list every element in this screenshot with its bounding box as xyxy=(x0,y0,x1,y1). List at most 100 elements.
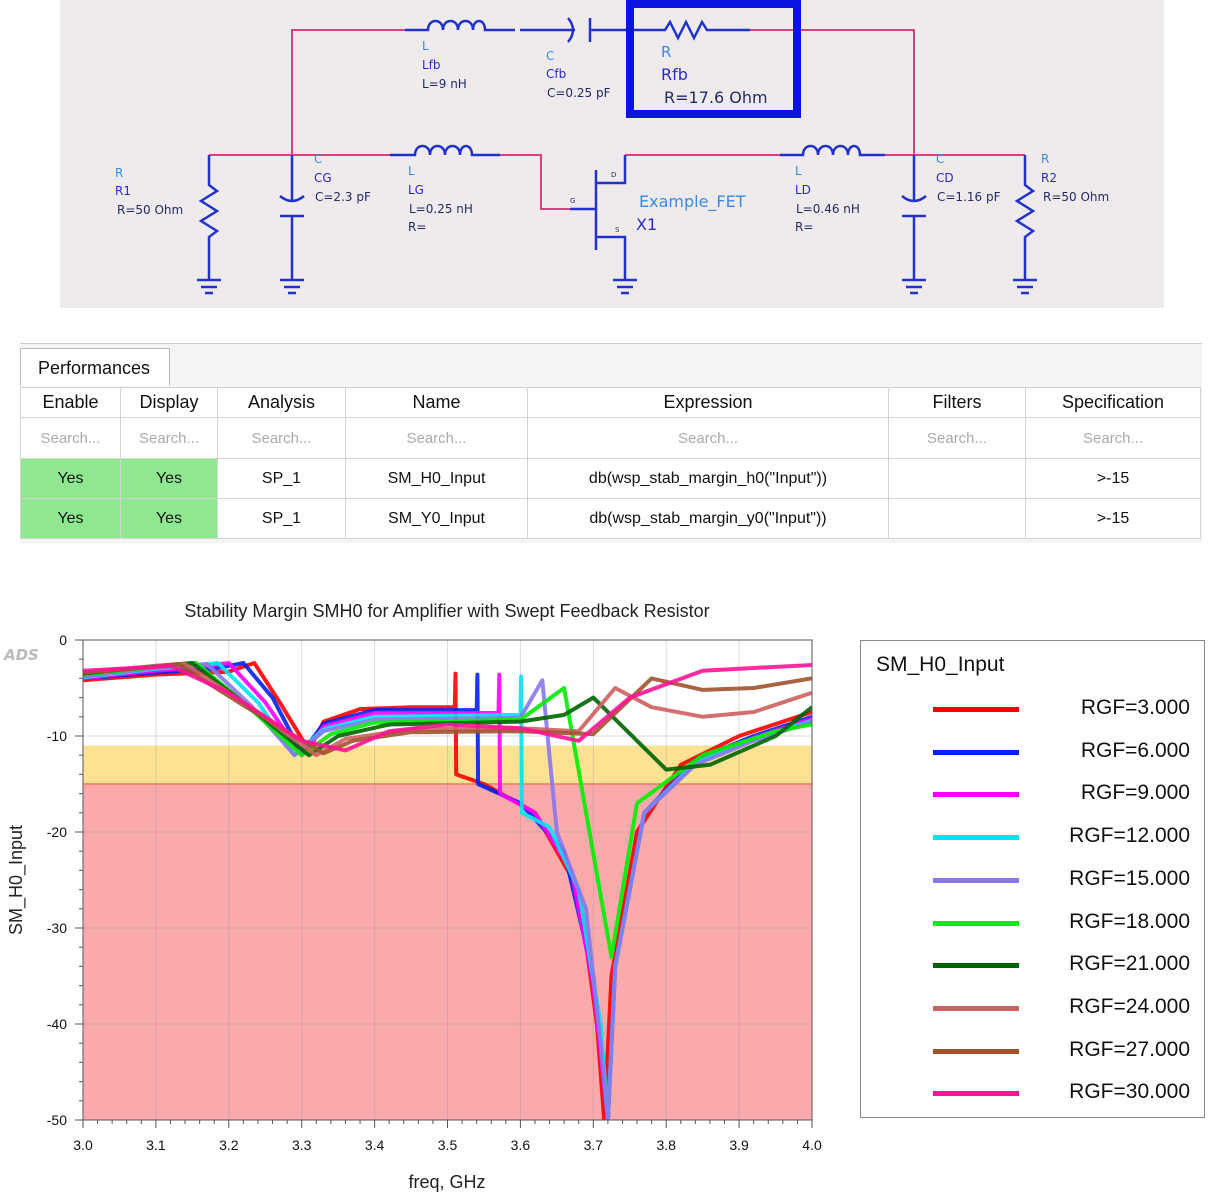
col-display[interactable]: Display xyxy=(120,387,218,418)
x-tick-label: 3.1 xyxy=(146,1137,166,1153)
series-line-rgf-15-000 xyxy=(83,662,812,1120)
legend-swatch xyxy=(933,1005,1019,1011)
legend-swatch xyxy=(933,707,1019,712)
table-row[interactable]: Yes Yes SP_1 SM_H0_Input db(wsp_stab_mar… xyxy=(20,458,1201,499)
legend-item: RGF=24.000 xyxy=(861,993,1206,1023)
fet-pin-s: S xyxy=(615,226,620,234)
cd-name: CD xyxy=(936,171,954,185)
fet-pin-g: G xyxy=(570,197,575,205)
col-analysis[interactable]: Analysis xyxy=(217,387,346,418)
tab-performances[interactable]: Performances xyxy=(20,348,170,386)
y-tick-label: -20 xyxy=(47,824,67,840)
series-line-rgf-24-000 xyxy=(83,662,812,758)
r2-name: R2 xyxy=(1041,171,1057,185)
chart-legend: SM_H0_Input RGF=3.000 RGF=6.000 RGF=9.000 R… xyxy=(860,640,1205,1118)
chart-title: Stability Margin SMH0 for Amplifier with… xyxy=(184,601,709,621)
table-row[interactable]: Yes Yes SP_1 SM_Y0_Input db(wsp_stab_mar… xyxy=(20,498,1201,539)
col-enable[interactable]: Enable xyxy=(20,387,121,418)
inductor-ld[interactable] xyxy=(780,144,885,157)
x-tick-label: 3.2 xyxy=(219,1137,239,1153)
legend-label: RGF=24.000 xyxy=(1069,994,1190,1018)
r2-type: R xyxy=(1041,152,1049,166)
cell-specification[interactable]: >-15 xyxy=(1025,458,1201,499)
cell-expression[interactable]: db(wsp_stab_margin_y0("Input")) xyxy=(527,498,889,539)
cell-filters[interactable] xyxy=(888,458,1026,499)
legend-swatch xyxy=(933,1091,1019,1097)
cell-display[interactable]: Yes xyxy=(120,458,218,499)
legend-title: SM_H0_Input xyxy=(876,653,1005,676)
performances-table: Enable Display Analysis Name Expression … xyxy=(20,387,1201,539)
cell-filters[interactable] xyxy=(888,498,1026,539)
inductor-lg[interactable] xyxy=(390,144,500,157)
cell-display[interactable]: Yes xyxy=(120,498,218,539)
search-name[interactable]: Search... xyxy=(345,417,528,459)
col-specification[interactable]: Specification xyxy=(1025,387,1201,418)
y-tick-label: -40 xyxy=(47,1016,67,1032)
rfb-type: R xyxy=(661,43,671,61)
ld-extra: R= xyxy=(795,220,813,234)
legend-item: RGF=6.000 xyxy=(861,737,1206,767)
cell-enable[interactable]: Yes xyxy=(20,458,121,499)
lfb-type: L xyxy=(422,39,429,53)
fet-type: Example_FET xyxy=(639,192,746,212)
cell-expression[interactable]: db(wsp_stab_margin_h0("Input")) xyxy=(527,458,889,499)
lg-value: L=0.25 nH xyxy=(409,202,473,216)
x-tick-label: 4.0 xyxy=(802,1137,822,1153)
cfb-name: Cfb xyxy=(546,67,566,81)
wires xyxy=(209,29,1025,210)
stability-margin-chart: Stability Margin SMH0 for Amplifier with… xyxy=(3,601,822,1192)
col-name[interactable]: Name xyxy=(345,387,528,418)
capacitor-cg[interactable] xyxy=(279,155,305,265)
cd-type: C xyxy=(936,152,944,166)
cell-specification[interactable]: >-15 xyxy=(1025,498,1201,539)
inductor-lfb[interactable] xyxy=(405,19,515,32)
series-line-rgf-30-000 xyxy=(83,663,812,753)
legend-item: RGF=15.000 xyxy=(861,865,1206,895)
lg-type: L xyxy=(408,164,415,178)
cell-analysis[interactable]: SP_1 xyxy=(217,458,346,499)
series-line-rgf-27-000 xyxy=(83,662,812,756)
y-tick-label: -10 xyxy=(47,728,67,744)
col-filters[interactable]: Filters xyxy=(888,387,1026,418)
cell-analysis[interactable]: SP_1 xyxy=(217,498,346,539)
cg-value: C=2.3 pF xyxy=(315,190,371,204)
legend-label: RGF=18.000 xyxy=(1069,909,1190,933)
legend-swatch xyxy=(933,1048,1019,1054)
capacitor-cd[interactable] xyxy=(901,155,927,265)
fet-pin-d: D xyxy=(611,171,616,179)
schematic-canvas[interactable]: R R1 R=50 Ohm C CG C=2.3 pF L Lfb L=9 nH… xyxy=(0,0,1210,320)
legend-swatch xyxy=(933,792,1019,798)
legend-item: RGF=12.000 xyxy=(861,822,1206,852)
cell-name[interactable]: SM_Y0_Input xyxy=(345,498,528,539)
legend-label: RGF=9.000 xyxy=(1080,781,1190,805)
y-tick-label: -50 xyxy=(47,1112,67,1128)
resistor-r1[interactable] xyxy=(198,155,220,265)
search-filters[interactable]: Search... xyxy=(888,417,1026,459)
y-axis-label: SM_H0_Input xyxy=(6,825,27,935)
fet-name: X1 xyxy=(636,215,657,234)
legend-swatch xyxy=(933,749,1019,755)
cfb-value: C=0.25 pF xyxy=(547,86,611,100)
performances-panel: Performances Enable Display Analysis Nam… xyxy=(20,343,1202,543)
fet-x1[interactable] xyxy=(570,155,627,265)
r1-type: R xyxy=(115,166,123,180)
search-analysis[interactable]: Search... xyxy=(217,417,346,459)
search-enable[interactable]: Search... xyxy=(20,417,121,459)
cell-name[interactable]: SM_H0_Input xyxy=(345,458,528,499)
ld-type: L xyxy=(795,164,802,178)
legend-label: RGF=12.000 xyxy=(1069,824,1190,848)
search-specification[interactable]: Search... xyxy=(1025,417,1201,459)
legend-item: RGF=21.000 xyxy=(861,950,1206,980)
cg-name: CG xyxy=(314,171,332,185)
col-expression[interactable]: Expression xyxy=(527,387,889,418)
series-line-rgf-21-000 xyxy=(83,661,812,772)
search-display[interactable]: Search... xyxy=(120,417,218,459)
cell-enable[interactable]: Yes xyxy=(20,498,121,539)
lg-name: LG xyxy=(408,183,424,197)
resistor-rfb[interactable] xyxy=(640,19,750,41)
search-expression[interactable]: Search... xyxy=(527,417,889,459)
capacitor-cfb[interactable] xyxy=(520,17,640,43)
r2-value: R=50 Ohm xyxy=(1043,190,1109,204)
resistor-r2[interactable] xyxy=(1014,155,1036,265)
y-tick-label: 0 xyxy=(59,632,67,648)
